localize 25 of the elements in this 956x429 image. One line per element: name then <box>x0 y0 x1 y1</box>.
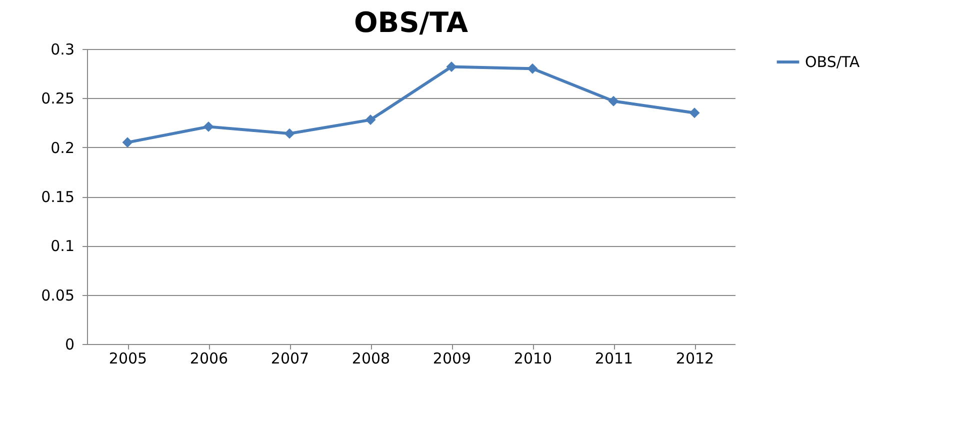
x-tick-label: 2006 <box>190 350 228 368</box>
x-tick-label: 2011 <box>594 350 634 368</box>
point <box>284 128 295 139</box>
point <box>527 63 538 74</box>
y-tick-label: 0.3 <box>50 40 74 58</box>
point <box>203 121 214 132</box>
y-tick-label: 0.05 <box>41 286 74 304</box>
x-tick-label: 2007 <box>270 350 310 368</box>
point <box>689 108 700 118</box>
y-tick-label: 0.1 <box>50 237 74 256</box>
x-tick-label: 2008 <box>352 350 390 368</box>
point <box>365 114 376 126</box>
y-tick-label: 0.2 <box>50 138 74 157</box>
x-tick-label: 2005 <box>108 350 148 368</box>
x-tick-label: 2012 <box>676 350 714 368</box>
y-tick-label: 0.15 <box>41 188 74 206</box>
y-tick-label: 0 <box>64 336 74 354</box>
legend-label: OBS/TA <box>805 53 860 71</box>
chart-title: OBS/TA <box>354 6 468 39</box>
y-tick-label: 0.25 <box>41 90 74 108</box>
point <box>608 96 619 106</box>
point <box>446 61 457 72</box>
x-tick-label: 2009 <box>432 350 472 368</box>
point <box>122 137 133 148</box>
x-tick-label: 2010 <box>514 350 552 368</box>
